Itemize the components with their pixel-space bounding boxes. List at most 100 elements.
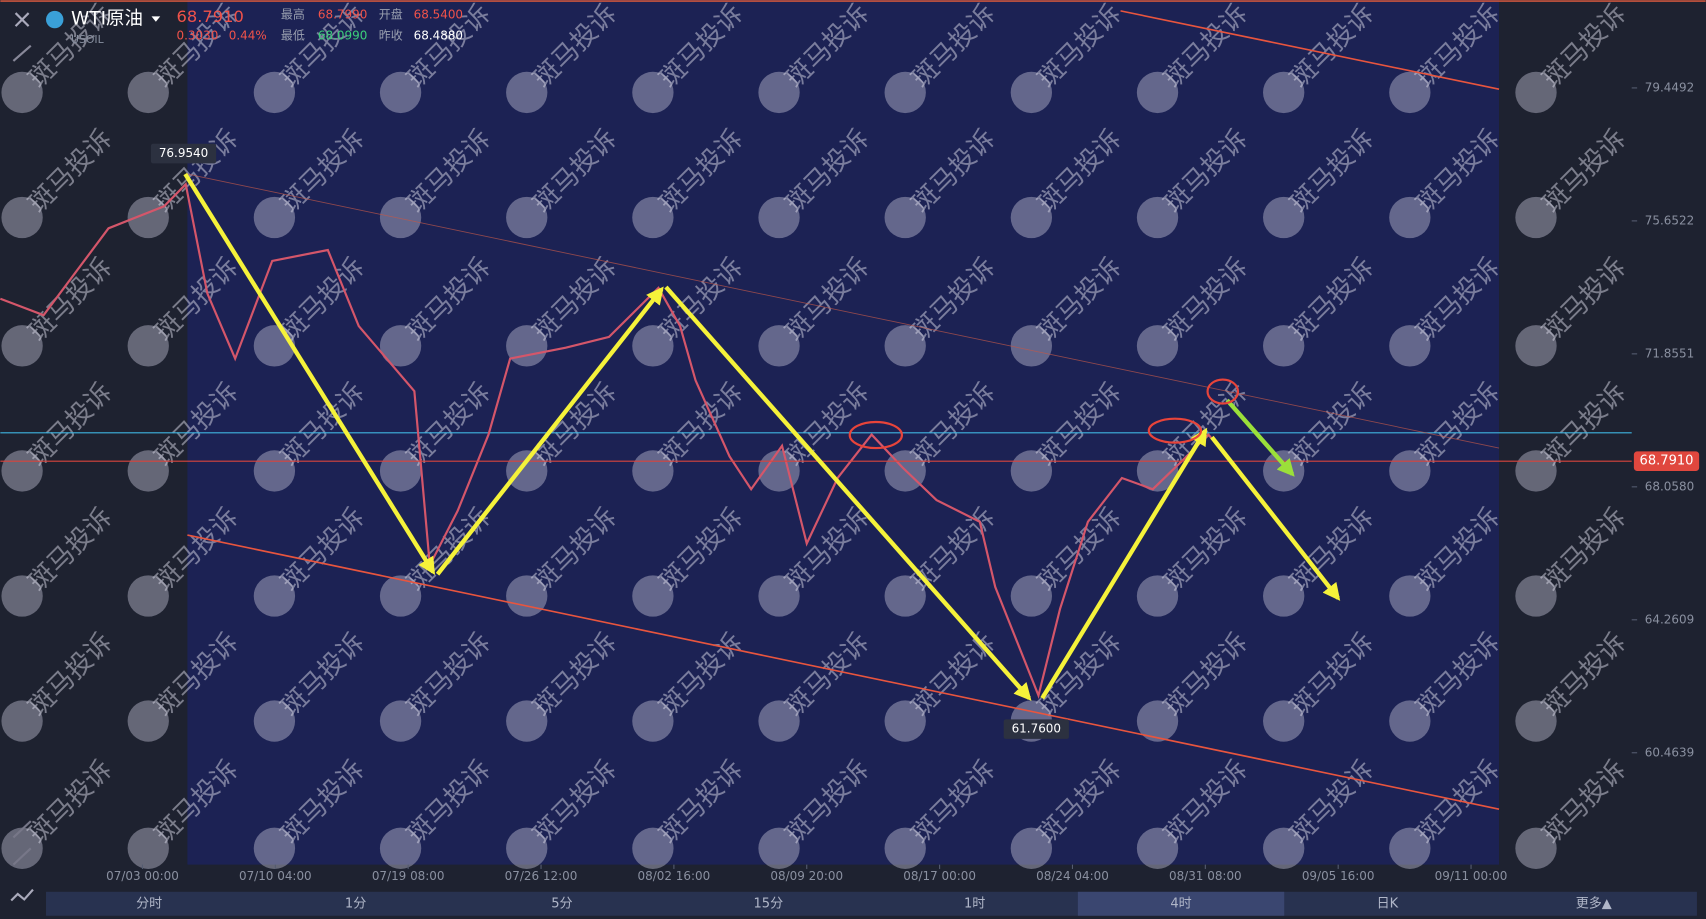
watermark-logo	[1263, 71, 1305, 114]
tool-icon[interactable]	[12, 820, 32, 839]
watermark-logo	[379, 325, 422, 367]
x-tick-label: 07/26 12:00	[505, 869, 578, 883]
watermark-logo	[1515, 325, 1557, 367]
y-tick-label: 64.2609	[1645, 612, 1694, 626]
tab[interactable]: 分时	[136, 896, 162, 911]
watermark-logo	[1515, 575, 1557, 617]
watermark-logo	[758, 827, 800, 869]
watermark-logo	[506, 325, 548, 367]
watermark-logo	[253, 827, 296, 869]
tab[interactable]: 更多▲	[1576, 895, 1612, 911]
last-price: 68.7910	[177, 7, 244, 26]
x-tick-label: 08/24 04:00	[1036, 869, 1109, 883]
watermark-logo	[379, 827, 422, 869]
symbol[interactable]: WTI原油	[71, 9, 143, 30]
arrow	[1040, 427, 1208, 700]
watermark-logo	[1263, 827, 1305, 869]
watermark-logo	[884, 196, 926, 239]
watermark-logo	[379, 196, 422, 239]
x-tick-label: 09/05 16:00	[1302, 869, 1375, 883]
change-pct: 0.44%	[229, 28, 267, 42]
watermark-logo	[1389, 575, 1431, 617]
watermark-logo	[758, 325, 800, 367]
watermark-logo	[1136, 196, 1179, 239]
highlight	[1206, 378, 1240, 405]
watermark-logo	[1136, 450, 1179, 492]
price-tag-text: 68.7910	[1640, 454, 1694, 469]
price-line	[0, 181, 1231, 700]
watermark-logo	[1, 827, 43, 869]
x-tick-label: 08/17 00:00	[903, 869, 976, 883]
left-toolbar	[10, 12, 34, 902]
highlight	[1147, 417, 1203, 444]
watermark-logo	[127, 827, 169, 869]
watermark-logo	[1389, 196, 1431, 239]
highlight	[848, 420, 904, 450]
watermark-logo	[884, 325, 926, 367]
x-tick-label: 08/31 08:00	[1169, 869, 1242, 883]
watermark-logo	[1263, 700, 1305, 742]
watermark-logo	[632, 700, 674, 742]
watermark-logo	[1136, 575, 1179, 617]
watermark-logo	[1, 71, 43, 114]
watermark-logo	[1, 575, 43, 617]
watermark-logo	[506, 71, 548, 114]
stat-label: 开盘	[379, 7, 403, 22]
channel-mid	[187, 173, 1500, 449]
watermark-logo	[1010, 71, 1053, 114]
watermark-logo	[253, 450, 296, 492]
watermark-logo	[1010, 827, 1053, 869]
watermark-logo	[1010, 450, 1053, 492]
y-tick-label: 71.8551	[1645, 346, 1694, 360]
arrow	[664, 285, 1032, 701]
circles	[848, 378, 1240, 450]
watermark-logo	[1, 325, 43, 367]
watermark-logo	[1010, 196, 1053, 239]
draw-icon[interactable]	[12, 44, 32, 62]
watermark-logo	[1389, 700, 1431, 742]
marker-label: 76.9540	[159, 146, 208, 160]
watermark-logo	[632, 196, 674, 239]
tab[interactable]: 4时	[1170, 896, 1191, 911]
watermark-logo	[758, 700, 800, 742]
watermark-logo	[253, 575, 296, 617]
stat-value: 68.5400	[414, 8, 463, 22]
x-tick-label: 08/09 20:00	[770, 869, 843, 883]
watermark-logo	[1389, 827, 1431, 869]
watermark-logo	[1515, 450, 1557, 492]
tab[interactable]: 5分	[551, 896, 572, 911]
x-tick-label: 08/02 16:00	[638, 869, 711, 883]
price-tag	[1633, 451, 1700, 471]
tab[interactable]: 1分	[345, 896, 366, 911]
watermark-logo	[632, 575, 674, 617]
watermark-logo	[506, 196, 548, 239]
watermark-logo	[506, 450, 548, 492]
watermark-logo	[1263, 196, 1305, 239]
tab[interactable]: 15分	[753, 896, 783, 911]
watermark-logo	[884, 575, 926, 617]
watermark-logo	[1, 450, 43, 492]
watermark-logo	[1010, 575, 1053, 617]
watermark-logo	[1263, 575, 1305, 617]
watermark-logo	[884, 827, 926, 869]
watermark-logo	[506, 575, 548, 617]
watermark-logo	[127, 325, 169, 367]
watermark-logo	[127, 450, 169, 492]
channel-lower	[187, 534, 1500, 810]
indicator-icon[interactable]	[10, 888, 34, 902]
watermark-logo	[1136, 325, 1179, 367]
dropdown[interactable]	[151, 16, 161, 22]
tool-icon[interactable]	[12, 847, 32, 866]
watermark-logo	[884, 71, 926, 114]
y-tick-label: 75.6522	[1645, 213, 1694, 227]
marker-label: 61.7600	[1012, 722, 1061, 736]
watermark-logo	[1389, 325, 1431, 367]
close-icon[interactable]	[14, 12, 30, 27]
arrow	[183, 172, 436, 576]
tab[interactable]: 1时	[964, 896, 985, 911]
symbol-icon	[46, 10, 64, 29]
tab[interactable]: 日K	[1377, 896, 1399, 911]
watermark-logo	[127, 575, 169, 617]
